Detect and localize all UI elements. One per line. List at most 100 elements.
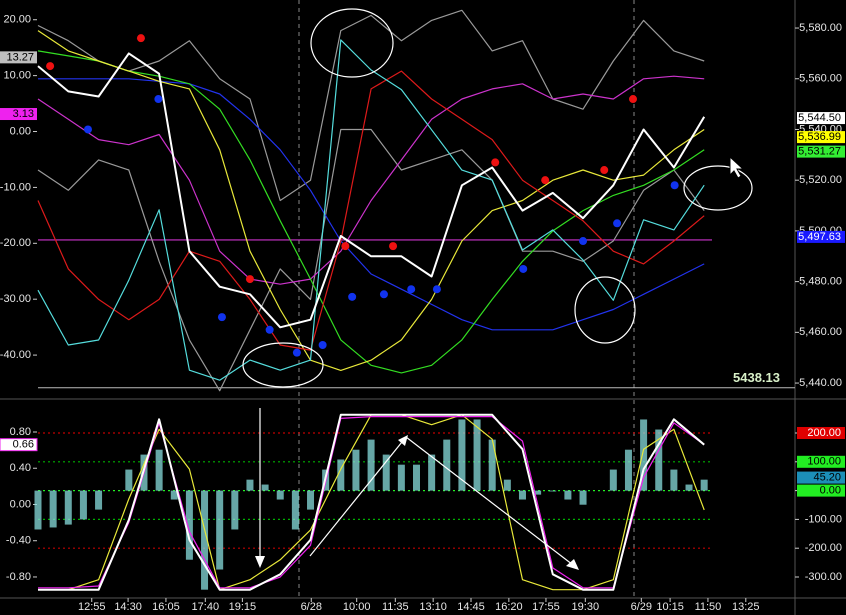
signal-dot [136, 34, 145, 43]
signal-dot [629, 95, 638, 104]
histogram-bar [261, 484, 269, 491]
histogram-bar [700, 479, 708, 491]
signal-dot [432, 285, 441, 294]
value-tag [797, 471, 845, 484]
histogram-bar [488, 439, 496, 491]
value-tag [797, 230, 845, 243]
y-tick-label: -0.40 [6, 535, 31, 547]
value-tag-label: 200.00 [807, 427, 841, 439]
signal-dot [600, 166, 609, 175]
signal-dot [379, 290, 388, 299]
y2-tick-label: 5,580.00 [799, 22, 842, 34]
histogram-bar [655, 429, 663, 491]
signal-dot [541, 176, 550, 185]
value-tag [797, 145, 845, 158]
reference-label: 5438.13 [733, 370, 780, 385]
value-tag-label: 5,536.99 [798, 131, 841, 143]
histogram-bar [458, 419, 466, 491]
histogram-bar [49, 490, 57, 528]
signal-dot [348, 292, 357, 301]
histogram-bar [291, 490, 299, 530]
y-tick-label: 0.00 [10, 125, 31, 137]
histogram-bar [640, 419, 648, 491]
x-tick-label: 10:00 [343, 601, 371, 613]
signal-dot [491, 158, 500, 167]
series-line [37, 50, 705, 374]
histogram-bar [201, 490, 209, 590]
y2-tick-label: 5,560.00 [799, 73, 842, 85]
series-line [37, 75, 705, 285]
histogram-bar [185, 490, 193, 560]
signal-dot [83, 125, 92, 134]
signal-dot [265, 325, 274, 334]
histogram-bar [125, 469, 133, 491]
signal-dot [407, 285, 416, 294]
series-line [37, 30, 705, 371]
histogram-bar [34, 490, 42, 530]
annotations [242, 8, 753, 570]
value-tag-label: 45.20 [813, 471, 841, 483]
value-tag [797, 455, 845, 468]
annotation-circle [242, 342, 324, 388]
y-tick-label: 20.00 [3, 14, 31, 26]
histogram-bar [382, 454, 390, 491]
y2-tick-label: 5,440.00 [799, 377, 842, 389]
histogram-bar [503, 479, 511, 491]
series-line [38, 78, 705, 331]
signal-dot [613, 219, 622, 228]
annotation-arrow [309, 436, 407, 557]
histogram-bar [473, 419, 481, 491]
y2-tick-label: -200.00 [805, 542, 842, 554]
y-tick-label: 10.00 [3, 70, 31, 82]
histogram-bar [564, 490, 572, 500]
histogram-bar [609, 469, 617, 491]
histogram-bar [216, 490, 224, 570]
histogram-bar [518, 490, 526, 500]
histogram-bar [534, 490, 542, 495]
series-line [37, 52, 706, 329]
signal-dot [292, 348, 301, 357]
y-tick-label: -0.80 [6, 571, 31, 583]
y-tick-label: -10.00 [0, 181, 31, 193]
histogram-bar [413, 464, 421, 491]
histogram-bar [307, 490, 315, 510]
y-tick-label: 0.00 [10, 498, 31, 510]
y-tick-label: -20.00 [0, 237, 31, 249]
histogram-bar [624, 449, 632, 491]
value-tag [0, 108, 37, 121]
series-line [38, 413, 705, 591]
histogram-bar [64, 490, 72, 525]
x-tick-label: 12:55 [78, 601, 106, 613]
histogram-bar [231, 490, 239, 530]
histogram-bar [337, 459, 345, 491]
y2-tick-label: 5,480.00 [799, 276, 842, 288]
histogram-bar [352, 449, 360, 491]
x-tick-label: 17:55 [532, 601, 560, 613]
histogram-bar [443, 439, 451, 491]
value-tag-label: 0.66 [13, 439, 34, 451]
x-tick-label: 10:15 [656, 601, 684, 613]
x-tick-label: 17:40 [192, 601, 220, 613]
histogram-bar [685, 484, 693, 491]
x-tick-label: 19:15 [229, 601, 257, 613]
y2-tick-label: -100.00 [805, 513, 842, 525]
histogram-bar [428, 454, 436, 491]
value-tags: 13.27 3.13 5,544.50 5,536.99 5,531.27 5,497.6… [0, 51, 845, 497]
signal-dot [519, 264, 528, 273]
signal-dot [579, 237, 588, 246]
x-tick-label: 16:05 [152, 601, 180, 613]
annotation-circle [683, 165, 753, 211]
x-tick-label: 6/29 [631, 601, 652, 613]
signal-dot [318, 341, 327, 350]
histogram-bar [95, 490, 103, 510]
value-tag [797, 484, 845, 497]
histogram-bar [397, 464, 405, 491]
y-tick-label: -30.00 [0, 293, 31, 305]
histogram-bar [670, 469, 678, 491]
series-line [37, 39, 705, 381]
value-tag [0, 51, 37, 64]
signal-dot [217, 313, 226, 322]
signal-dot [389, 242, 398, 251]
